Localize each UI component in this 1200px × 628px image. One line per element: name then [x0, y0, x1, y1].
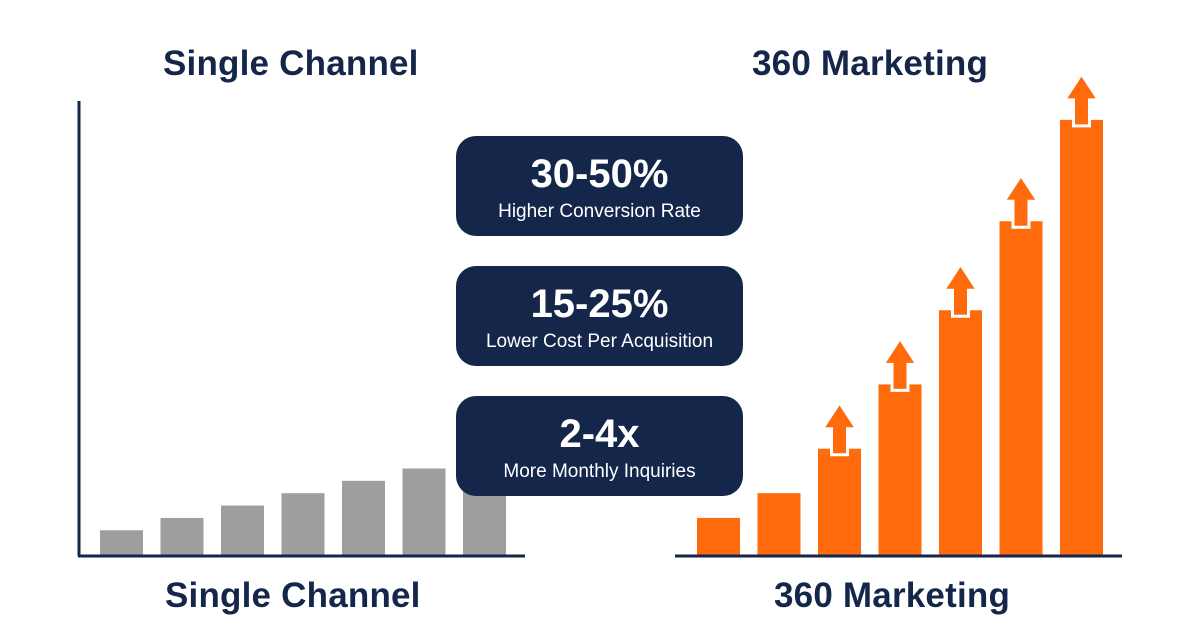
stat-card-acquisition-cost: 15-25% Lower Cost Per Acquisition — [456, 266, 743, 366]
single-channel-bar-6 — [402, 468, 446, 555]
stat-value: 30-50% — [530, 152, 669, 196]
stat-label: Higher Conversion Rate — [498, 201, 701, 222]
marketing-360-bar-4 — [878, 384, 922, 555]
left-chart-title: Single Channel — [163, 44, 419, 83]
360-marketing-chart — [675, 71, 1122, 558]
right-chart-title: 360 Marketing — [752, 44, 989, 83]
marketing-360-bar-7 — [1060, 119, 1103, 555]
single-channel-bar-5 — [342, 480, 385, 555]
stat-card-conversion: 30-50% Higher Conversion Rate — [456, 136, 743, 236]
stat-value: 2-4x — [559, 412, 640, 456]
single-channel-bar-1 — [100, 530, 143, 555]
right-chart-xlabel: 360 Marketing — [774, 576, 1011, 615]
left-chart-xlabel: Single Channel — [165, 576, 421, 615]
marketing-360-growth-arrow-icon-3 — [819, 399, 860, 457]
marketing-360-bar-3 — [818, 448, 861, 555]
marketing-360-growth-arrow-icon-4 — [880, 335, 920, 392]
stat-label: Lower Cost Per Acquisition — [485, 331, 714, 352]
marketing-360-bar-2 — [757, 493, 801, 555]
marketing-360-growth-arrow-icon-5 — [940, 261, 981, 318]
marketing-360-bar-5 — [939, 310, 982, 555]
single-channel-chart — [77, 101, 525, 558]
single-channel-bar-3 — [221, 505, 264, 555]
stat-value: 15-25% — [530, 282, 669, 326]
stat-label: More Monthly Inquiries — [503, 461, 696, 482]
marketing-360-growth-arrow-icon-7 — [1061, 71, 1102, 128]
marketing-360-bar-6 — [999, 221, 1043, 555]
single-channel-bar-4 — [281, 493, 325, 555]
single-channel-bar-2 — [160, 517, 204, 555]
marketing-360-bar-1 — [697, 517, 740, 555]
marketing-360-growth-arrow-icon-6 — [1001, 172, 1041, 229]
stat-card-inquiries: 2-4x More Monthly Inquiries — [456, 396, 743, 496]
